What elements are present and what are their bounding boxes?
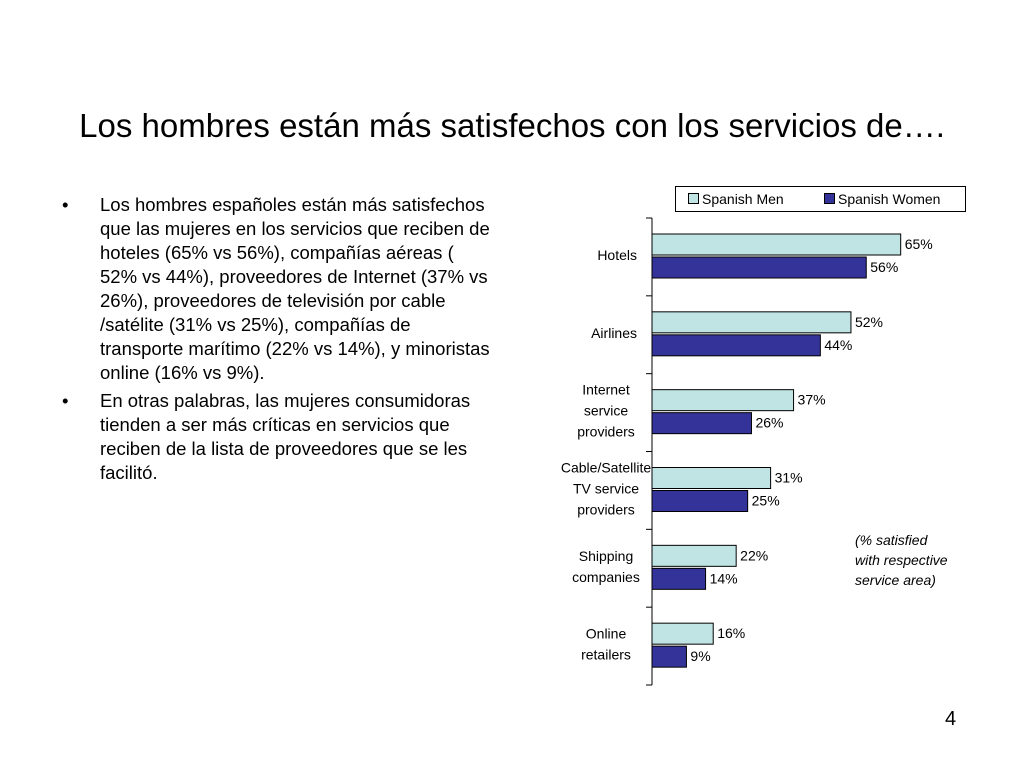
data-label: 16%	[717, 625, 745, 641]
legend-item-women: Spanish Women	[824, 187, 940, 211]
data-label: 9%	[690, 648, 710, 664]
category-label: Online	[586, 626, 627, 642]
bar-spanish-men	[651, 389, 795, 412]
legend-swatch-men	[688, 193, 699, 204]
category-label: Hotels	[597, 247, 637, 263]
legend-label-women: Spanish Women	[838, 191, 941, 207]
bar-spanish-men	[651, 233, 902, 256]
category-label: companies	[572, 569, 640, 585]
data-label: 44%	[824, 337, 852, 353]
bar-spanish-women	[651, 490, 749, 512]
data-label: 14%	[710, 570, 738, 586]
category-label: Airlines	[591, 325, 637, 341]
bullet-text: Los hombres españoles están más satisfec…	[100, 194, 490, 383]
bar-spanish-men	[651, 544, 737, 567]
bullet-marker: •	[62, 390, 69, 411]
data-label: 31%	[775, 470, 803, 486]
bar-spanish-women	[651, 645, 687, 668]
bullet-text: En otras palabras, las mujeres consumido…	[100, 390, 471, 483]
bullet-list: • Los hombres españoles están más satisf…	[62, 193, 492, 489]
bar-spanish-women	[651, 334, 821, 357]
data-label: 52%	[855, 314, 883, 330]
category-label: providers	[577, 502, 635, 518]
bullet-marker: •	[62, 194, 69, 215]
category-label: Internet	[582, 382, 630, 398]
chart-annotation: (% satisfied with respective service are…	[855, 530, 995, 590]
data-label: 37%	[798, 392, 826, 408]
legend-item-men: Spanish Men	[688, 187, 784, 211]
legend-swatch-women	[824, 193, 835, 204]
category-label: service	[584, 403, 629, 419]
category-label: providers	[577, 424, 635, 440]
bar-spanish-men	[651, 467, 772, 489]
bullet-item: • Los hombres españoles están más satisf…	[62, 193, 492, 385]
page-number: 4	[945, 708, 957, 730]
data-label: 65%	[905, 236, 933, 252]
category-label: Shipping	[579, 548, 634, 564]
annotation-line: with respective	[855, 552, 948, 568]
data-label: 56%	[870, 259, 898, 275]
annotation-line: service area)	[855, 572, 936, 588]
bar-spanish-women	[651, 567, 707, 590]
category-label: TV service	[573, 481, 639, 497]
legend-label-men: Spanish Men	[702, 191, 784, 207]
data-label: 22%	[740, 547, 768, 563]
chart-legend: Spanish Men Spanish Women	[675, 186, 966, 212]
bar-spanish-women	[651, 256, 867, 279]
category-label: retailers	[581, 647, 631, 663]
data-label: 25%	[752, 493, 780, 509]
annotation-line: (% satisfied	[855, 532, 928, 548]
bar-spanish-men	[651, 622, 714, 645]
bullet-item: • En otras palabras, las mujeres consumi…	[62, 389, 492, 485]
bar-spanish-women	[651, 412, 752, 435]
bar-spanish-men	[651, 311, 852, 334]
data-label: 26%	[755, 415, 783, 431]
slide-title: Los hombres están más satisfechos con lo…	[79, 107, 945, 144]
category-label: Cable/Satellite	[561, 460, 651, 476]
